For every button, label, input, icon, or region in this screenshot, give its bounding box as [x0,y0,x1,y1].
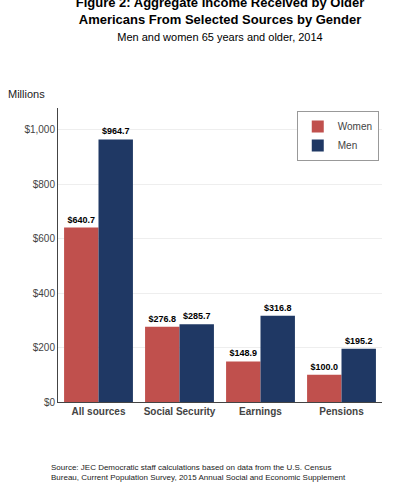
svg-text:$964.7: $964.7 [102,126,130,136]
svg-text:$148.9: $148.9 [230,348,258,358]
svg-text:Women: Women [338,121,372,132]
svg-text:$400: $400 [33,288,56,299]
svg-text:$276.8: $276.8 [149,314,177,324]
svg-text:All sources: All sources [72,406,126,417]
svg-text:$200: $200 [33,342,56,353]
svg-text:$600: $600 [33,233,56,244]
svg-text:$640.7: $640.7 [68,215,96,225]
svg-text:Social Security: Social Security [144,406,216,417]
svg-text:Figure 2: Aggregate Income Rec: Figure 2: Aggregate Income Received by O… [76,0,365,43]
svg-text:Men: Men [338,140,357,151]
svg-text:$100.0: $100.0 [311,362,339,372]
svg-text:$0: $0 [44,397,56,408]
svg-text:Pensions: Pensions [319,406,364,417]
svg-text:$195.2: $195.2 [345,336,373,346]
svg-text:Source: JEC Democratic staff c: Source: JEC Democratic staff calculation… [51,463,346,482]
svg-text:Millions: Millions [8,88,45,100]
svg-text:Earnings: Earnings [239,406,282,417]
svg-text:$800: $800 [33,179,56,190]
svg-text:$1,000: $1,000 [24,124,55,135]
svg-text:$285.7: $285.7 [183,311,211,321]
svg-text:$316.8: $316.8 [264,303,292,313]
